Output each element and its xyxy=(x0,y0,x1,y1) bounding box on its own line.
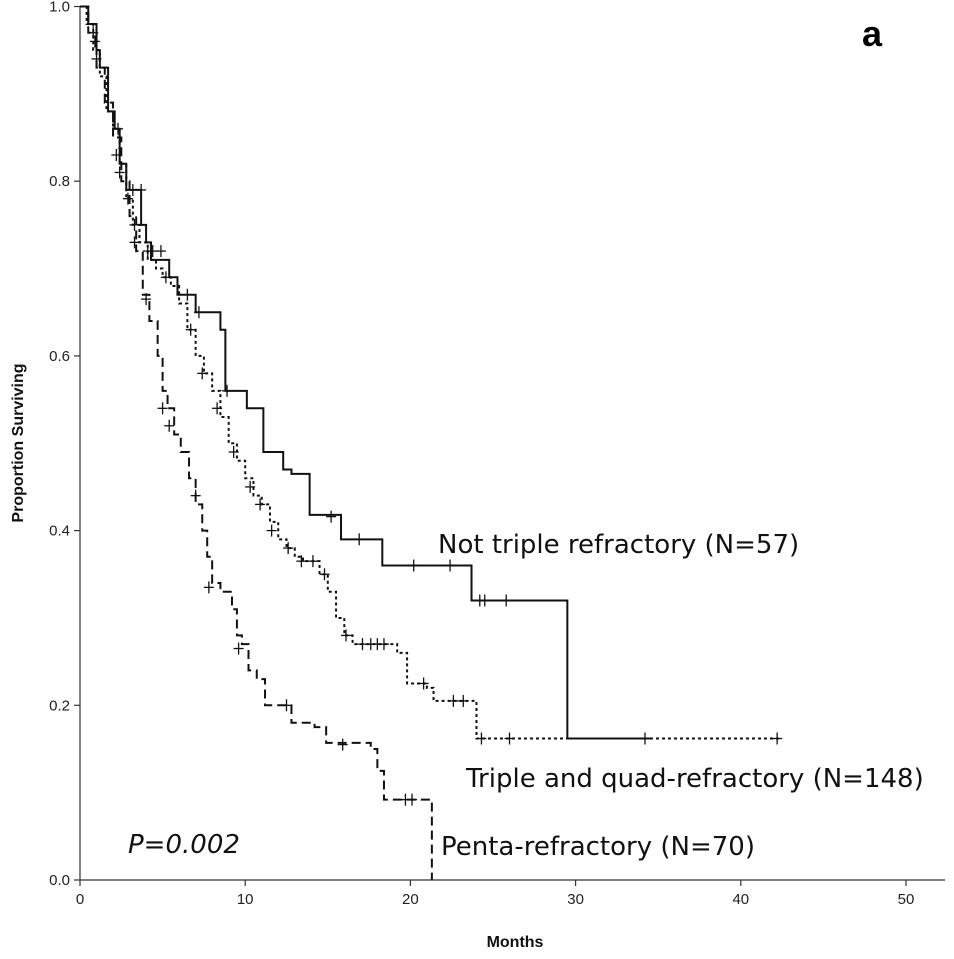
censor-mark xyxy=(129,218,140,231)
censor-mark xyxy=(504,732,515,745)
y-tick-label: 0.8 xyxy=(49,173,70,190)
censor-mark xyxy=(337,738,348,751)
y-axis-ticks: 0.0 0.2 0.4 0.6 0.8 1.0 xyxy=(49,0,80,889)
censor-mark xyxy=(111,148,122,161)
censor-mark xyxy=(283,542,294,555)
censor-mark xyxy=(418,677,429,690)
label-penta-refractory: Penta-refractory (N=70) xyxy=(441,832,755,862)
censor-mark xyxy=(354,533,365,546)
censor-mark xyxy=(448,694,459,707)
y-tick-label: 0.0 xyxy=(49,872,70,889)
label-triple-quad-refractory: Triple and quad-refractory (N=148) xyxy=(465,764,924,794)
x-tick-label: 20 xyxy=(402,891,419,908)
censor-mark xyxy=(296,555,307,568)
censor-mark xyxy=(182,288,193,301)
censor-mark xyxy=(136,183,147,196)
censor-mark xyxy=(141,293,152,306)
censor-mark xyxy=(160,271,171,284)
censor-mark xyxy=(772,732,783,745)
censor-mark xyxy=(408,559,419,572)
x-tick-label: 30 xyxy=(567,891,584,908)
x-axis-title: Months xyxy=(487,934,544,951)
censor-mark xyxy=(203,581,214,594)
censor-mark xyxy=(326,510,337,523)
censor-mark xyxy=(281,699,292,712)
censor-mark xyxy=(445,559,456,572)
y-axis-title: Proportion Surviving xyxy=(10,363,27,522)
survival-curves xyxy=(80,5,783,880)
censor-mark xyxy=(458,694,469,707)
censor-mark xyxy=(185,323,196,336)
censor-mark xyxy=(228,445,239,458)
censor-mark xyxy=(212,402,223,415)
censor-mark xyxy=(193,306,204,319)
y-tick-label: 0.4 xyxy=(49,523,70,540)
censor-mark xyxy=(479,594,490,607)
censor-mark xyxy=(122,192,133,205)
x-tick-label: 40 xyxy=(732,891,749,908)
censor-mark xyxy=(476,732,487,745)
censor-mark xyxy=(222,384,233,397)
censor-mark xyxy=(266,524,277,537)
censor-mark xyxy=(114,166,125,179)
survival-curve-series-3 xyxy=(80,5,433,880)
censor-mark xyxy=(197,367,208,380)
censor-mark xyxy=(164,419,175,432)
y-tick-label: 0.2 xyxy=(49,697,70,714)
x-axis-ticks: 0 10 20 30 40 50 xyxy=(76,880,915,908)
x-tick-label: 10 xyxy=(237,891,254,908)
label-not-triple-refractory: Not triple refractory (N=57) xyxy=(438,530,799,560)
censor-mark xyxy=(233,642,244,655)
censor-mark xyxy=(157,402,168,415)
survival-curve-series-1 xyxy=(80,5,650,740)
x-tick-label: 0 xyxy=(76,891,84,908)
censor-mark xyxy=(255,498,266,511)
censor-mark xyxy=(147,245,158,258)
censor-mark xyxy=(89,35,100,48)
y-tick-label: 1.0 xyxy=(49,0,70,16)
censor-mark xyxy=(129,236,140,249)
x-tick-label: 50 xyxy=(898,891,915,908)
panel-label: a xyxy=(862,13,883,54)
y-tick-label: 0.6 xyxy=(49,348,70,365)
censor-mark xyxy=(501,594,512,607)
survival-curve-series-2 xyxy=(80,5,783,740)
censor-mark xyxy=(340,629,351,642)
p-value: P=0.002 xyxy=(128,830,240,860)
censor-mark xyxy=(190,489,201,502)
censor-mark xyxy=(407,793,418,806)
censor-mark xyxy=(378,638,389,651)
censor-mark xyxy=(307,555,318,568)
censor-mark xyxy=(245,480,256,493)
censor-mark xyxy=(319,568,330,581)
